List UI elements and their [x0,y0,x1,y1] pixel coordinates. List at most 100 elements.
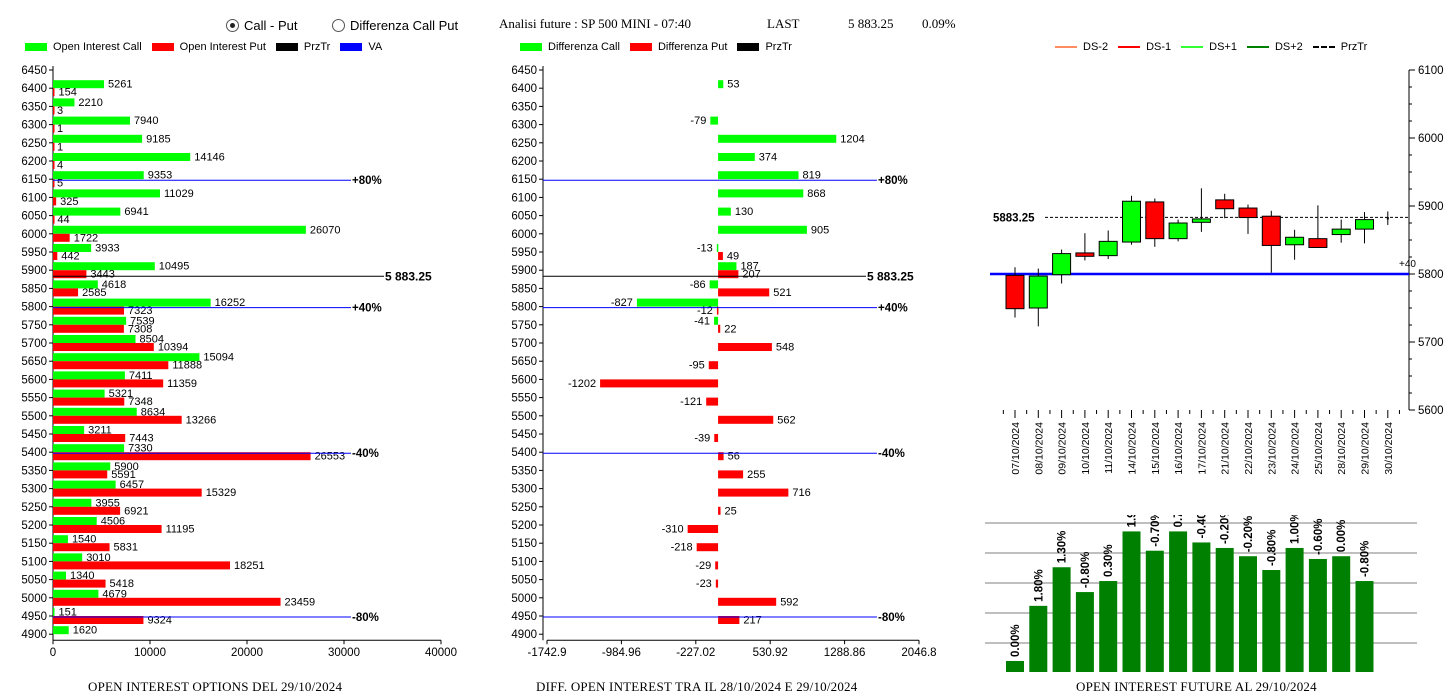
put-bar [53,324,124,333]
y-tick-label: 6100 [21,192,47,204]
put-bar [53,597,281,606]
radio-call-put-label: Call - Put [244,18,298,33]
y-tick-label: 5750 [511,320,537,332]
y-tick-label: 5500 [511,411,537,423]
y-tick-label: 5100 [511,556,537,568]
call-bar [53,407,137,416]
bar-value-label: 16252 [215,297,246,309]
bar-value-label: 130 [735,206,753,218]
put-bar [53,397,125,406]
y-tick-label: 5600 [1418,405,1444,417]
legend-item: PrzTr [1312,41,1367,53]
radio-differenza-call-put[interactable]: Differenza Call Put [332,18,458,33]
oi-bar [1308,558,1327,672]
legend-item: PrzTr [275,41,330,53]
y-tick-label: 5200 [21,520,47,532]
x-tick-label: 22/10/2024 [1243,422,1255,475]
y-tick-label: 6300 [511,120,537,132]
put-bar [53,215,55,224]
call-bar [53,462,111,471]
x-tick-label: 11/10/2024 [1103,422,1115,474]
legend-label: Open Interest Put [179,41,266,53]
y-tick-label: 5250 [511,502,537,514]
bar-value-label: 3 [57,105,63,117]
oi-bar [1239,556,1257,672]
bar-value-label: 151 [58,607,76,619]
candle-body [1261,215,1281,246]
call-bar [53,517,97,525]
call-bar [53,353,200,362]
bar-value-label: 207 [742,269,760,281]
footer-chart3: OPEN INTEREST FUTURE AL 29/10/2024 [1076,679,1317,694]
x-tick-label: 08/10/2024 [1033,422,1045,475]
put-bar [53,470,108,479]
put-bar [53,161,55,169]
y-tick-label: 5700 [1418,337,1444,349]
call-bar [714,316,719,325]
przTr-label: 5 883.25 [385,269,432,283]
bar-value-label: 5 [57,178,63,190]
bar-value-label: -95 [689,360,705,372]
va-line-label: +80% [878,175,908,187]
bar-value-label: 56 [728,451,740,463]
x-tick-label: 10000 [134,647,166,659]
legend-item: DS-2 [1055,41,1108,53]
bar-value-label: -218 [671,542,693,554]
y-tick-label: 6200 [21,156,47,168]
bar-value-label: 23459 [285,596,316,608]
call-bar [718,171,799,180]
y-tick-label: 5400 [21,447,47,459]
call-bar [53,80,105,89]
bar-value-label: 7539 [130,315,154,327]
call-bar [53,389,105,398]
y-tick-label: 5200 [511,520,537,532]
bar-value-label: -13 [697,243,713,255]
oi-bar-label: 0.00% [1010,624,1022,657]
legend-swatch [520,43,542,51]
bar-value-label: -86 [690,279,706,291]
y-tick-label: 5900 [1418,201,1444,213]
candle-body [1386,217,1389,220]
y-tick-label: 6450 [21,65,47,77]
candle-body [1122,200,1141,243]
x-tick-label: 09/10/2024 [1057,422,1069,475]
bar-value-label: 5900 [114,461,138,473]
bar-value-label: 5418 [110,578,134,590]
put-bar [53,434,126,442]
bar-value-label: 3933 [95,243,119,255]
x-tick-label: 1288.86 [824,647,866,659]
y-tick-label: 6000 [21,229,47,241]
y-tick-label: 5150 [21,538,47,550]
radio-call-put[interactable]: Call - Put [226,18,297,33]
y-tick-label: 6150 [21,174,47,186]
y-tick-label: 5000 [21,593,47,605]
put-bar [718,452,724,461]
oi-bar-label: -0.20% [1220,515,1232,544]
y-tick-label: 5400 [511,447,537,459]
y-tick-label: 6250 [21,138,47,150]
legend-swatch [1055,46,1077,48]
bar-value-label: 562 [777,414,795,426]
x-tick-label: 40000 [425,647,457,659]
call-bar [53,225,306,234]
y-tick-label: 5550 [511,393,537,405]
put-bar [696,543,719,552]
va-line-label: -40% [352,448,379,460]
x-tick-label: -227.02 [676,647,715,659]
put-bar [53,452,311,461]
oi-bar-label: -0.80% [1080,552,1092,588]
call-bar [53,535,68,544]
y-tick-label: 4950 [511,611,537,623]
legend-swatch [1118,46,1141,48]
bar-value-label: 3443 [90,269,114,281]
put-bar [53,488,202,497]
przTr-label: 5 883.25 [867,269,914,283]
y-tick-label: 5050 [511,575,537,587]
bar-value-label: 7308 [128,323,152,335]
bar-value-label: 548 [776,342,794,354]
put-bar [53,124,55,133]
y-tick-label: 5650 [21,356,47,368]
candle-body [1098,240,1118,257]
candle-body [1145,201,1165,240]
x-tick-label: 24/10/2024 [1290,422,1302,475]
